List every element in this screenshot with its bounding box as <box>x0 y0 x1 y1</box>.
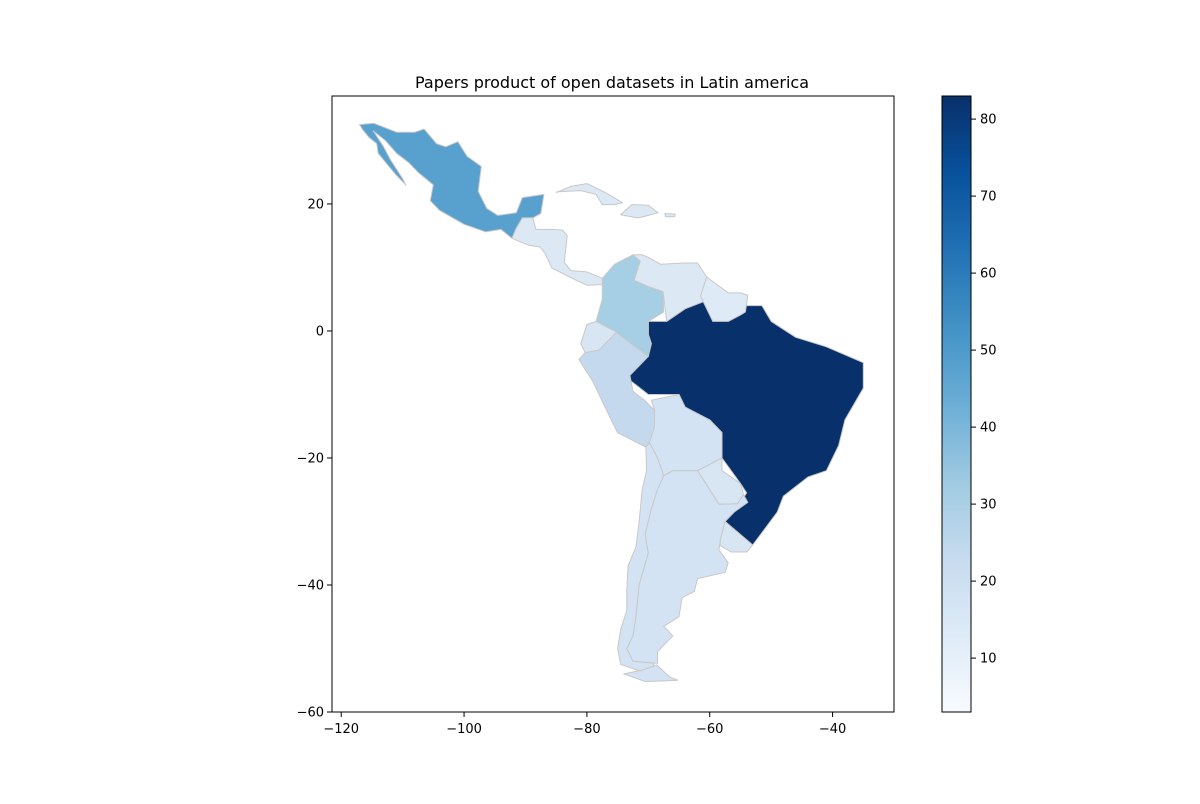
colorbar-tick-label: 70 <box>980 190 997 205</box>
x-tick-label: −60 <box>696 722 723 737</box>
colorbar-tick-label: 20 <box>980 575 997 590</box>
colorbar-tick-label: 40 <box>980 421 997 436</box>
region-puerto-rico <box>664 213 676 218</box>
colorbar-ticks: 10 20 30 40 50 60 70 80 <box>971 113 997 667</box>
colorbar-tick-label: 10 <box>980 652 997 667</box>
region-tierra-del-fuego <box>623 664 679 682</box>
x-tick-label: −120 <box>323 722 359 737</box>
colorbar-gradient <box>941 95 972 713</box>
y-tick-label: −20 <box>297 451 324 466</box>
colorbar-tick-label: 80 <box>980 113 997 128</box>
x-tick-label: −100 <box>446 722 482 737</box>
region-guyana-suriname <box>700 276 749 322</box>
y-tick-label: 20 <box>307 197 324 212</box>
y-tick-label: 0 <box>316 324 324 339</box>
colorbar-tick-label: 30 <box>980 498 997 513</box>
y-axis: −60 −40 −20 0 20 <box>297 197 332 721</box>
plot-frame <box>331 95 895 713</box>
x-tick-label: −40 <box>819 722 846 737</box>
colorbar: 10 20 30 40 50 60 70 80 <box>941 95 997 713</box>
region-cuba <box>555 183 623 206</box>
map-plot-area <box>331 95 895 713</box>
x-axis: −120 −100 −80 −60 −40 <box>323 712 846 737</box>
colorbar-tick-label: 60 <box>980 267 997 282</box>
region-central-america <box>511 217 603 286</box>
y-tick-label: −40 <box>297 578 324 593</box>
x-tick-label: −80 <box>573 722 600 737</box>
chart-title: Papers product of open datasets in Latin… <box>415 73 809 92</box>
region-uruguay <box>719 521 754 553</box>
region-argentina <box>626 470 749 664</box>
region-hispaniola <box>620 204 659 219</box>
colorbar-tick-label: 50 <box>980 344 997 359</box>
region-ecuador <box>580 320 617 354</box>
y-tick-label: −60 <box>297 706 324 721</box>
region-mexico <box>359 122 545 239</box>
country-regions <box>359 122 864 682</box>
